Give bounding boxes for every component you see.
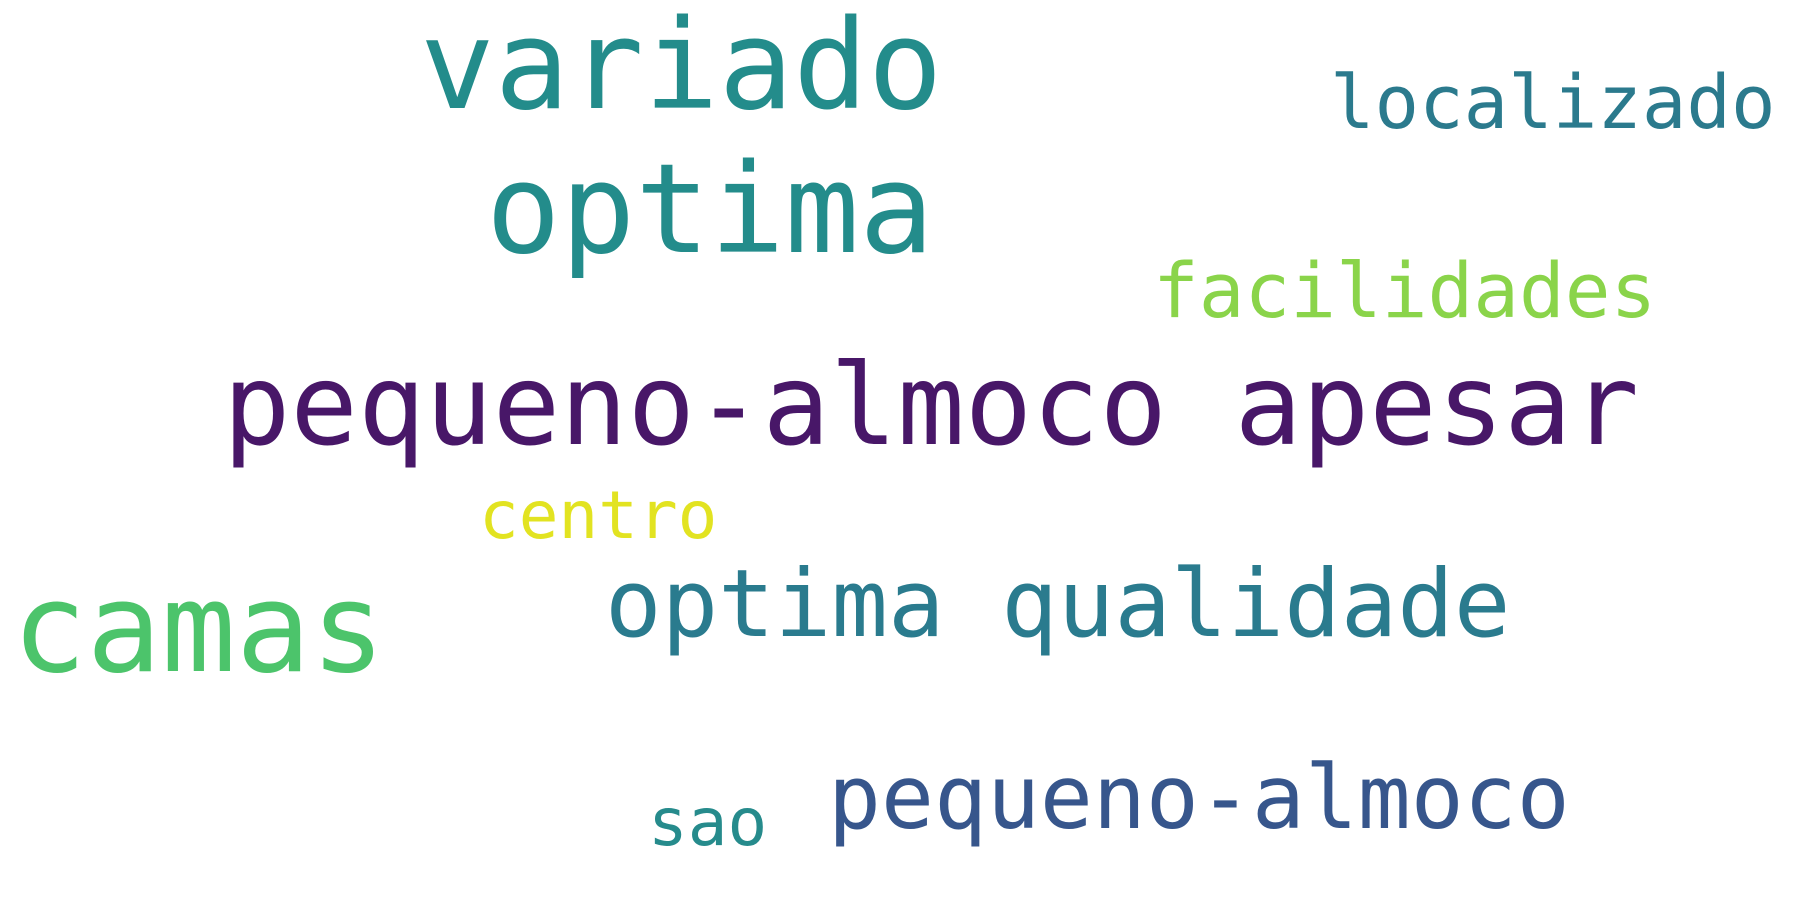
- word-camas: camas: [12, 557, 386, 701]
- word-sao: sao: [648, 784, 768, 861]
- word-facilidades: facilidades: [1153, 246, 1657, 335]
- word-optima: optima: [486, 138, 934, 282]
- word-pequeno-almoco-apesar: pequeno-almoco apesar: [223, 341, 1640, 471]
- word-centro: centro: [479, 477, 718, 554]
- word-localizado: localizado: [1330, 60, 1776, 146]
- word-optima-qualidade: optima qualidade: [605, 550, 1511, 659]
- word-pequeno-almoco: pequeno-almoco: [828, 746, 1570, 849]
- word-variado: variado: [420, 0, 943, 138]
